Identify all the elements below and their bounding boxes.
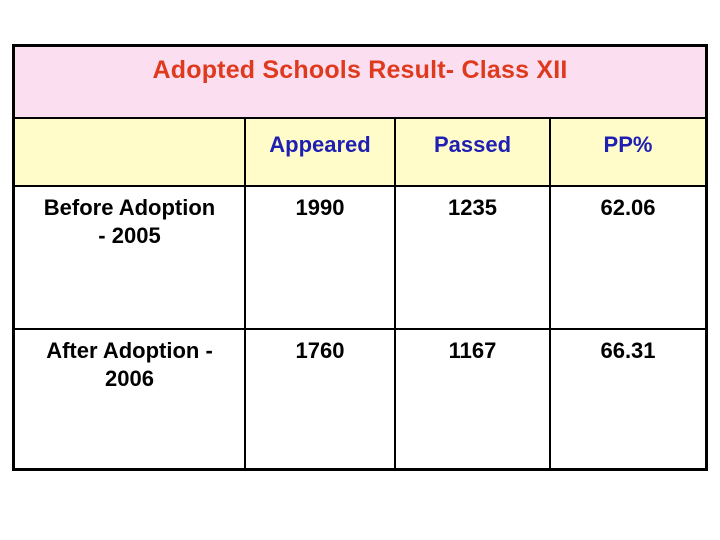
- cell-before-pp: 62.06: [551, 187, 705, 330]
- header-cell-appeared: Appeared: [246, 119, 396, 187]
- results-table: Appeared Passed PP% Before Adoption - 20…: [15, 117, 705, 468]
- cell-before-appeared: 1990: [246, 187, 396, 330]
- header-cell-empty: [15, 119, 246, 187]
- cell-after-appeared: 1760: [246, 330, 396, 468]
- row-label-after-adoption: After Adoption - 2006: [15, 330, 246, 468]
- slide-title: Adopted Schools Result- Class XII: [152, 56, 568, 84]
- cell-before-passed: 1235: [396, 187, 551, 330]
- cell-after-pp: 66.31: [551, 330, 705, 468]
- cell-after-passed: 1167: [396, 330, 551, 468]
- title-band: Adopted Schools Result- Class XII: [15, 47, 705, 117]
- header-cell-pp-percent: PP%: [551, 119, 705, 187]
- slide: Adopted Schools Result- Class XII Appear…: [12, 44, 708, 471]
- header-cell-passed: Passed: [396, 119, 551, 187]
- row-label-before-adoption: Before Adoption - 2005: [15, 187, 246, 330]
